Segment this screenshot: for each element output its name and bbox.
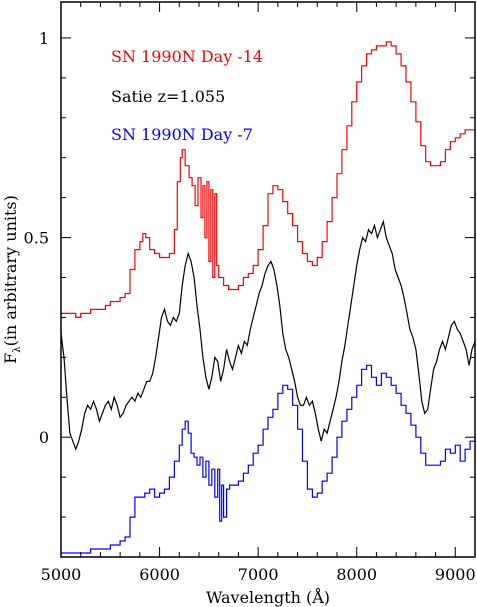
legend-entry-2: Satie z=1.055 xyxy=(111,87,225,106)
y-axis-label-sub: λ xyxy=(12,346,23,353)
y-tick-label: 1 xyxy=(39,29,49,48)
x-tick-label: 8000 xyxy=(336,565,377,584)
series-line-2 xyxy=(60,219,476,451)
x-tick-label: 6000 xyxy=(139,565,180,584)
legend-entry-3: SN 1990N Day -7 xyxy=(111,125,253,144)
legend-entry-1: SN 1990N Day -14 xyxy=(111,47,263,66)
series-layer xyxy=(60,41,476,554)
plot-frame xyxy=(60,1,476,558)
series-line-1 xyxy=(61,41,476,318)
tick-marks xyxy=(60,2,476,557)
legend: SN 1990N Day -14 Satie z=1.055 SN 1990N Da… xyxy=(111,47,263,144)
tick-labels: 5000 6000 7000 8000 9000 0 0.5 1 xyxy=(24,29,476,584)
y-axis-label-main: F xyxy=(1,353,20,364)
x-tick-label: 7000 xyxy=(238,565,279,584)
y-tick-label: 0 xyxy=(39,428,49,447)
y-axis-label-rest: (in arbitrary units) xyxy=(1,195,20,346)
series-line-3 xyxy=(61,364,475,554)
y-tick-label: 0.5 xyxy=(24,229,49,248)
x-axis-label: Wavelength (Å) xyxy=(206,587,330,607)
y-axis-label: Fλ(in arbitrary units) xyxy=(1,195,23,364)
x-tick-label: 9000 xyxy=(435,565,476,584)
x-tick-label: 5000 xyxy=(41,565,82,584)
